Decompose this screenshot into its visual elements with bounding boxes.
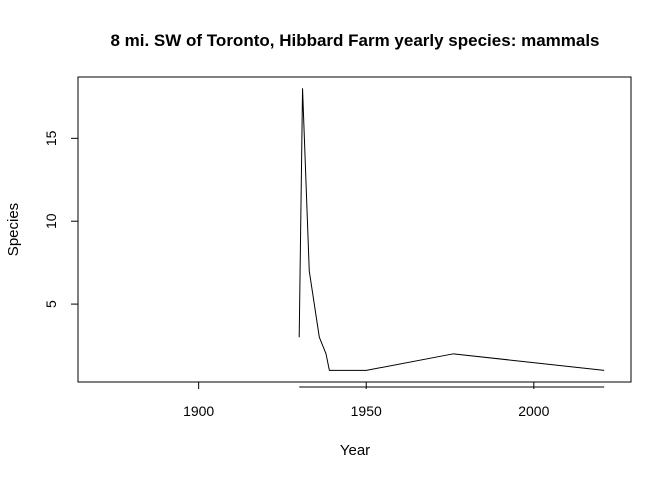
y-axis: 5 10 15 [43,130,78,308]
x-axis: 1900 1950 2000 [183,382,550,419]
x-tick-label: 1900 [183,403,214,419]
chart-title: 8 mi. SW of Toronto, Hibbard Farm yearly… [110,31,599,50]
y-tick-label: 10 [43,213,59,229]
y-tick-label: 5 [43,300,59,308]
x-tick-label: 1950 [351,403,382,419]
x-axis-label: Year [340,442,370,459]
y-tick-label: 15 [43,130,59,146]
x-tick-label: 2000 [518,403,549,419]
y-axis-label: Species [5,203,22,256]
series-line [298,88,605,371]
plot-frame [77,76,632,383]
series-layer [298,88,605,388]
